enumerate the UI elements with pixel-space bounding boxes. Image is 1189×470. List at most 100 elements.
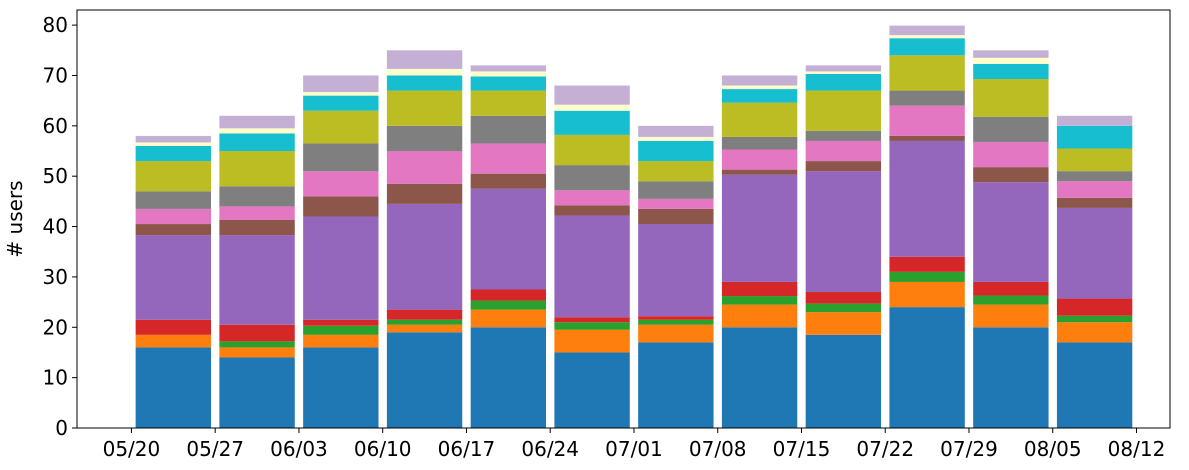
bar-segment	[1056, 197, 1133, 208]
bar-segment	[219, 133, 295, 152]
bar-segment	[721, 296, 798, 305]
bar-segment	[219, 357, 295, 428]
bar-segment	[973, 281, 1049, 296]
y-tick-label: 80	[43, 13, 68, 37]
bar-segment	[135, 135, 212, 143]
bar-segment	[135, 161, 212, 192]
bar-segment	[1056, 148, 1133, 172]
bars-layer	[135, 25, 1133, 428]
y-tick-label: 70	[43, 63, 68, 87]
bar-segment	[889, 307, 965, 428]
bar-segment	[1056, 171, 1133, 182]
bar-segment	[135, 334, 212, 348]
x-tick-label: 06/17	[438, 437, 496, 461]
bar-segment	[470, 289, 547, 301]
bar-segment	[135, 142, 212, 146]
x-tick-label: 05/20	[103, 437, 161, 461]
bar-segment	[973, 78, 1049, 117]
y-tick-label: 40	[43, 215, 68, 239]
bar-segment	[303, 319, 379, 326]
bar-stack	[386, 50, 463, 428]
x-axis: 05/20 05/27 06/03 06/10 06/17 06/24 07/01 07/08…	[103, 428, 1165, 461]
bar-segment	[470, 173, 547, 189]
bar-segment	[386, 68, 463, 76]
bar-segment	[805, 292, 882, 304]
bar-segment	[386, 50, 463, 69]
bar-segment	[721, 149, 798, 170]
bar-segment	[554, 165, 630, 191]
bar-segment	[219, 115, 295, 129]
bar-segment	[973, 167, 1049, 183]
bar-segment	[135, 319, 212, 335]
bar-segment	[303, 347, 379, 428]
bar-segment	[721, 304, 798, 328]
bar-segment	[135, 208, 212, 225]
bar-segment	[554, 322, 630, 330]
y-tick-label: 50	[43, 164, 68, 188]
bar-segment	[638, 140, 714, 162]
bar-segment	[721, 85, 798, 90]
bar-segment	[303, 325, 379, 335]
bar-stack	[470, 65, 547, 428]
bar-segment	[721, 281, 798, 297]
bar-segment	[386, 324, 463, 333]
x-tick-label: 06/24	[521, 437, 579, 461]
bar-segment	[889, 135, 965, 141]
bar-segment	[386, 319, 463, 325]
bar-segment	[386, 151, 463, 184]
bar-segment	[386, 90, 463, 126]
bar-segment	[135, 191, 212, 209]
bar-segment	[805, 303, 882, 313]
bar-segment	[219, 235, 295, 325]
bar-segment	[721, 102, 798, 137]
bar-stack	[973, 50, 1049, 428]
bar-segment	[470, 65, 547, 72]
bar-stack	[303, 75, 379, 428]
bar-segment	[303, 334, 379, 348]
bar-segment	[219, 186, 295, 207]
x-tick-label: 08/05	[1024, 437, 1082, 461]
bar-segment	[973, 295, 1049, 305]
bar-segment	[1056, 207, 1133, 299]
bar-segment	[1056, 315, 1133, 323]
bar-segment	[721, 75, 798, 86]
bar-segment	[973, 57, 1049, 64]
bar-segment	[973, 50, 1049, 58]
bar-segment	[554, 190, 630, 206]
bar-segment	[973, 63, 1049, 79]
bar-segment	[219, 347, 295, 358]
y-axis-label: # users	[3, 180, 27, 257]
bar-segment	[889, 281, 965, 308]
bar-segment	[889, 55, 965, 91]
bar-stack	[805, 65, 882, 428]
bar-segment	[303, 95, 379, 111]
y-tick-label: 60	[43, 114, 68, 138]
bar-segment	[135, 145, 212, 162]
bar-segment	[554, 205, 630, 216]
bar-segment	[219, 341, 295, 348]
bar-segment	[470, 300, 547, 310]
y-tick-label: 10	[43, 366, 68, 390]
bar-segment	[638, 161, 714, 182]
bar-segment	[889, 140, 965, 257]
bar-segment	[386, 332, 463, 428]
plot-frame	[76, 9, 1171, 429]
bar-segment	[805, 140, 882, 162]
bar-segment	[973, 304, 1049, 328]
bar-segment	[973, 182, 1049, 282]
bar-segment	[889, 271, 965, 282]
x-tick-label: 07/29	[940, 437, 998, 461]
bar-segment	[470, 309, 547, 328]
bar-segment	[805, 334, 882, 428]
bar-segment	[1056, 181, 1133, 198]
bar-segment	[638, 342, 714, 428]
bar-segment	[1056, 125, 1133, 149]
bar-segment	[973, 141, 1049, 168]
bar-segment	[805, 65, 882, 72]
bar-segment	[1056, 298, 1133, 316]
bar-segment	[1056, 115, 1133, 126]
bar-segment	[554, 134, 630, 166]
y-tick-label: 20	[43, 315, 68, 339]
bar-segment	[135, 235, 212, 320]
